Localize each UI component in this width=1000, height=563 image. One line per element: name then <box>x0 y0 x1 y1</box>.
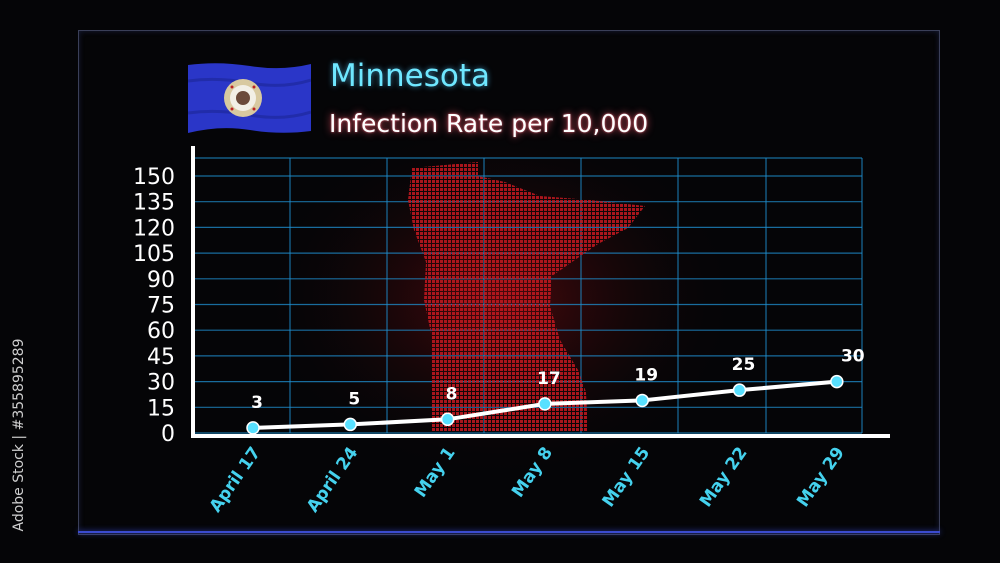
data-point <box>246 421 260 435</box>
y-tick-label: 30 <box>147 371 175 396</box>
y-tick-label: 120 <box>133 216 175 241</box>
watermark-vertical: Adobe Stock | #355895289 <box>4 320 34 550</box>
data-point <box>440 412 455 427</box>
data-point <box>732 383 747 397</box>
data-label: 25 <box>732 355 756 375</box>
data-label: 5 <box>348 389 360 409</box>
frame-bottom-glow <box>78 531 940 533</box>
data-point <box>635 393 649 408</box>
x-tick-label: April 17 <box>206 443 265 516</box>
minnesota-map-shape <box>408 162 645 432</box>
x-tick-label: April 24 <box>303 443 362 516</box>
data-point <box>830 374 844 389</box>
y-tick-label: 90 <box>147 268 175 293</box>
data-label: 3 <box>251 393 263 413</box>
data-point <box>538 397 552 411</box>
data-points <box>246 374 844 435</box>
data-label: 19 <box>634 365 658 385</box>
y-tick-label: 60 <box>147 319 175 344</box>
data-label: 30 <box>841 347 865 367</box>
y-tick-label: 150 <box>133 165 175 190</box>
data-point <box>343 417 358 432</box>
minnesota-flag-image <box>188 63 311 133</box>
chart-subtitle: Infection Rate per 10,000 <box>329 109 649 138</box>
x-tick-label: May 29 <box>793 443 849 511</box>
y-tick-label: 45 <box>147 345 175 370</box>
y-tick-label: 75 <box>147 294 175 319</box>
chart-frame <box>78 30 940 535</box>
data-label: 17 <box>537 369 561 389</box>
watermark-id-text: Adobe Stock | #355895289 <box>11 338 27 532</box>
y-tick-label: 15 <box>147 396 175 421</box>
x-tick-label: May 22 <box>696 443 752 511</box>
y-tick-label: 135 <box>133 191 175 216</box>
y-tick-label: 0 <box>161 422 175 447</box>
data-label: 8 <box>446 384 458 404</box>
data-labels: 3 5 8 17 19 25 30 <box>251 347 865 413</box>
y-tick-label: 105 <box>133 242 175 267</box>
chart-title: Minnesota <box>330 58 490 94</box>
